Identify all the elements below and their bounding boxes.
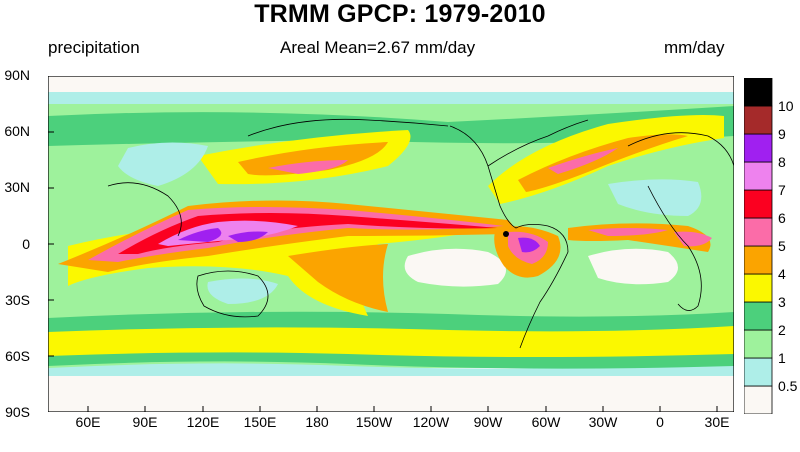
sahara-dry-region: [608, 179, 702, 216]
colorbar-box-9-10: [744, 105, 773, 135]
lon-label-30w: 30W: [588, 414, 618, 430]
lon-label-30e: 30E: [704, 414, 730, 430]
plot-title: TRMM GPCP: 1979-2010: [254, 0, 546, 28]
maritime-continent-max: [178, 228, 222, 242]
colorbar-label-7: 7: [778, 182, 786, 198]
colorbar-legend: 0.5 1 2 3 4 5 6 7 8 9 10: [744, 78, 798, 414]
lat-label-30n: 30N: [4, 179, 30, 195]
colorbar-box-4-5: [744, 245, 773, 275]
lon-label-120w: 120W: [412, 414, 450, 430]
colorbar-box-8-9: [744, 133, 773, 163]
lon-label-90w: 90W: [473, 414, 503, 430]
lon-label-60w: 60W: [531, 414, 561, 430]
colorbar-label-6: 6: [778, 210, 786, 226]
lon-label-150w: 150W: [355, 414, 393, 430]
variable-label: precipitation: [48, 38, 140, 57]
lat-label-30s: 30S: [5, 292, 30, 308]
precipitation-map: [48, 76, 734, 412]
colorbar-box-6-7: [744, 189, 773, 219]
colorbar-label-1: 1: [778, 350, 786, 366]
lon-label-60e: 60E: [75, 414, 101, 430]
areal-mean-label: Areal Mean=2.67 mm/day: [280, 38, 476, 57]
colorbar-label-2: 2: [778, 322, 786, 338]
units-label: mm/day: [664, 38, 725, 57]
lon-label-0: 0: [656, 414, 664, 430]
arctic-dry-region: [48, 76, 734, 92]
australia-dry-region: [207, 278, 278, 304]
lat-label-60s: 60S: [5, 348, 30, 364]
colorbar-label-10: 10: [778, 98, 794, 114]
colorbar-label-4: 4: [778, 266, 786, 282]
axis-ticks: [48, 131, 718, 412]
colorbar-box-3-4: [744, 273, 773, 303]
colorbar-box-below-0.5: [744, 385, 773, 414]
colorbar-label-8: 8: [778, 154, 786, 170]
southeast-pacific-dry-region: [404, 248, 506, 287]
lat-label-90n: 90N: [4, 67, 30, 83]
colorbar-box-7-8: [744, 161, 773, 191]
colorbar-box-5-6: [744, 217, 773, 247]
arctic-low-region: [48, 92, 734, 104]
colorbar-box-1-2: [744, 329, 773, 359]
southern-storm-track: [48, 326, 734, 357]
colorbar-box-above-10: [744, 78, 773, 107]
colorbar-box-0.5-1: [744, 357, 773, 387]
colorbar-box-2-3: [744, 301, 773, 331]
coastlines: [107, 118, 734, 349]
lat-label-eq: 0: [22, 236, 30, 252]
lon-label-90e: 90E: [132, 414, 158, 430]
lat-label-90s: 90S: [5, 404, 30, 420]
colorbar-label-0.5: 0.5: [778, 378, 798, 394]
colorbar-label-5: 5: [778, 238, 786, 254]
colorbar-label-3: 3: [778, 294, 786, 310]
spcz-orange: [288, 244, 388, 312]
colorbar-boxes: [744, 78, 773, 414]
lat-label-60n: 60N: [4, 123, 30, 139]
lon-label-180: 180: [305, 414, 329, 430]
colorbar-label-9: 9: [778, 126, 786, 142]
lon-label-150e: 150E: [243, 414, 277, 430]
lon-label-120e: 120E: [186, 414, 220, 430]
